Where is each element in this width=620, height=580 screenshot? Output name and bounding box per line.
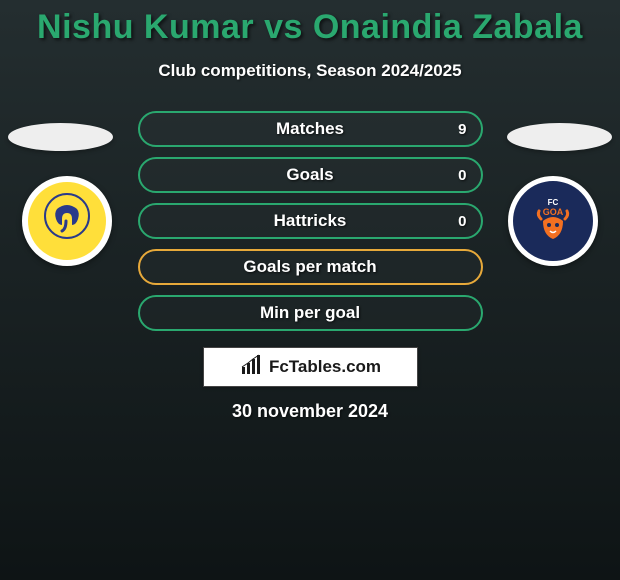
left-oval-shadow: [8, 123, 113, 151]
bar-chart-icon: [239, 353, 263, 382]
club-badge-right: FC GOA: [508, 176, 598, 266]
elephant-icon: [42, 191, 92, 251]
date-text: 30 november 2024: [0, 401, 620, 422]
stat-row-goals: Goals 0: [138, 157, 483, 193]
watermark-text: FcTables.com: [269, 357, 381, 377]
comparison-card: Nishu Kumar vs Onaindia Zabala Club comp…: [0, 0, 620, 580]
stat-row-hattricks: Hattricks 0: [138, 203, 483, 239]
stat-value-right: 0: [458, 167, 466, 184]
stat-row-goals-per-match: Goals per match: [138, 249, 483, 285]
stat-value-right: 0: [458, 213, 466, 230]
svg-text:FC: FC: [548, 198, 559, 207]
stat-label: Hattricks: [274, 211, 347, 231]
stat-rows: Matches 9 Goals 0 Hattricks 0 Goals per …: [138, 111, 483, 331]
club-badge-left: [22, 176, 112, 266]
stat-row-matches: Matches 9: [138, 111, 483, 147]
page-title: Nishu Kumar vs Onaindia Zabala: [0, 8, 620, 47]
stat-label: Matches: [276, 119, 344, 139]
stat-value-right: 9: [458, 121, 466, 138]
right-oval-shadow: [507, 123, 612, 151]
stat-label: Goals per match: [243, 257, 376, 277]
svg-text:GOA: GOA: [543, 207, 564, 217]
stat-label: Min per goal: [260, 303, 360, 323]
stat-row-min-per-goal: Min per goal: [138, 295, 483, 331]
gaur-icon: FC GOA: [523, 191, 583, 251]
subtitle: Club competitions, Season 2024/2025: [0, 61, 620, 81]
stat-label: Goals: [286, 165, 333, 185]
watermark: FcTables.com: [203, 347, 418, 387]
